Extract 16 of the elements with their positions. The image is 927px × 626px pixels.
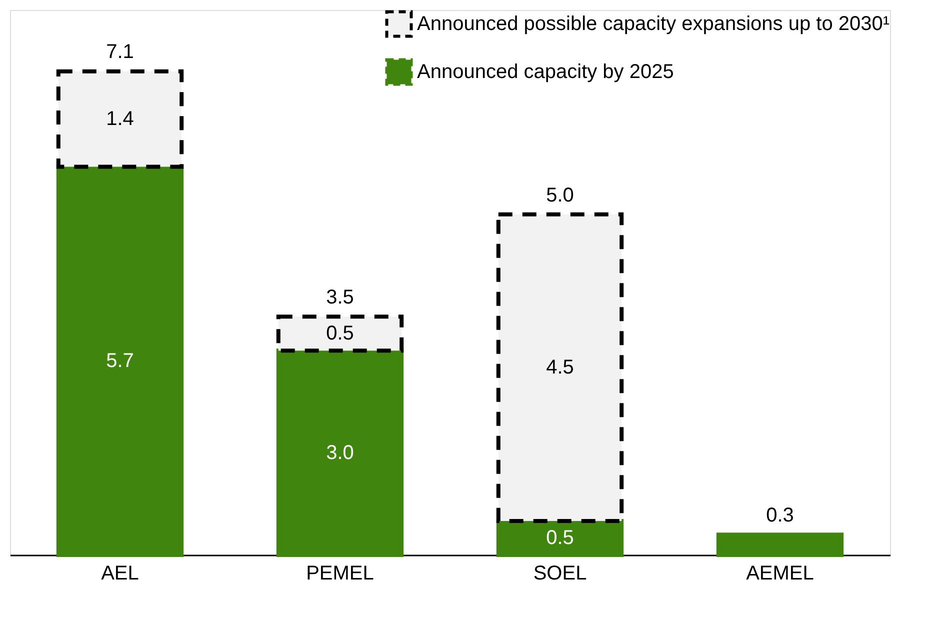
data-label: 0.5: [546, 526, 574, 549]
data-label: 0.3: [766, 504, 794, 526]
data-label: 4.5: [546, 356, 574, 379]
data-label: 5.7: [106, 350, 134, 372]
total-label: 7.1: [106, 41, 134, 64]
x-tick-label: PEMEL: [306, 562, 374, 584]
total-label: 3.5: [326, 286, 354, 308]
data-label: 0.5: [326, 322, 354, 345]
legend-label: Announced capacity by 2025: [417, 61, 674, 83]
total-label: 5.0: [546, 184, 574, 206]
x-tick-label: AEL: [101, 562, 139, 584]
data-label: 1.4: [106, 108, 134, 130]
data-label: 3.0: [326, 442, 354, 464]
x-tick-label: SOEL: [533, 562, 587, 584]
legend-label: Announced possible capacity expansions up to 2030¹: [417, 13, 890, 35]
x-tick-label: AEMEL: [746, 562, 814, 584]
